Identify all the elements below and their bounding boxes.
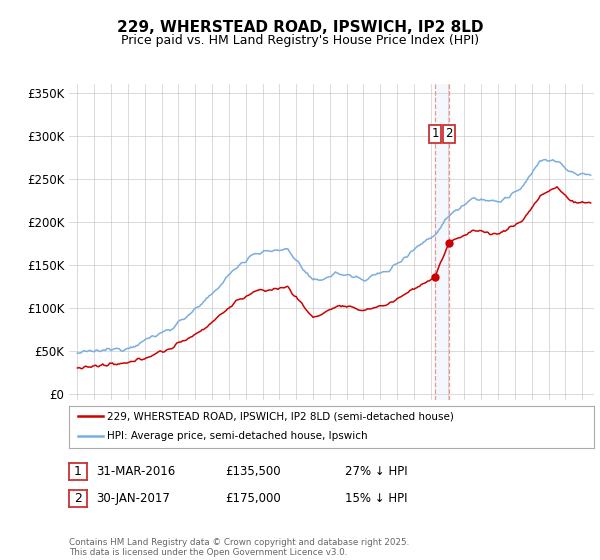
Text: 229, WHERSTEAD ROAD, IPSWICH, IP2 8LD (semi-detached house): 229, WHERSTEAD ROAD, IPSWICH, IP2 8LD (s… [107,411,454,421]
Text: 31-MAR-2016: 31-MAR-2016 [96,465,175,478]
Bar [435,84,449,400]
Text: £175,000: £175,000 [225,492,281,505]
Text: 1: 1 [74,465,82,478]
Text: 2: 2 [445,127,453,141]
Text: Price paid vs. HM Land Registry's House Price Index (HPI): Price paid vs. HM Land Registry's House … [121,34,479,46]
Text: 229, WHERSTEAD ROAD, IPSWICH, IP2 8LD: 229, WHERSTEAD ROAD, IPSWICH, IP2 8LD [117,20,483,35]
Text: HPI: Average price, semi-detached house, Ipswich: HPI: Average price, semi-detached house,… [107,431,367,441]
Text: 2: 2 [74,492,82,505]
Text: £135,500: £135,500 [225,465,281,478]
Text: 15% ↓ HPI: 15% ↓ HPI [345,492,407,505]
Text: 1: 1 [431,127,439,141]
Text: 30-JAN-2017: 30-JAN-2017 [96,492,170,505]
Text: 27% ↓ HPI: 27% ↓ HPI [345,465,407,478]
Text: Contains HM Land Registry data © Crown copyright and database right 2025.
This d: Contains HM Land Registry data © Crown c… [69,538,409,557]
